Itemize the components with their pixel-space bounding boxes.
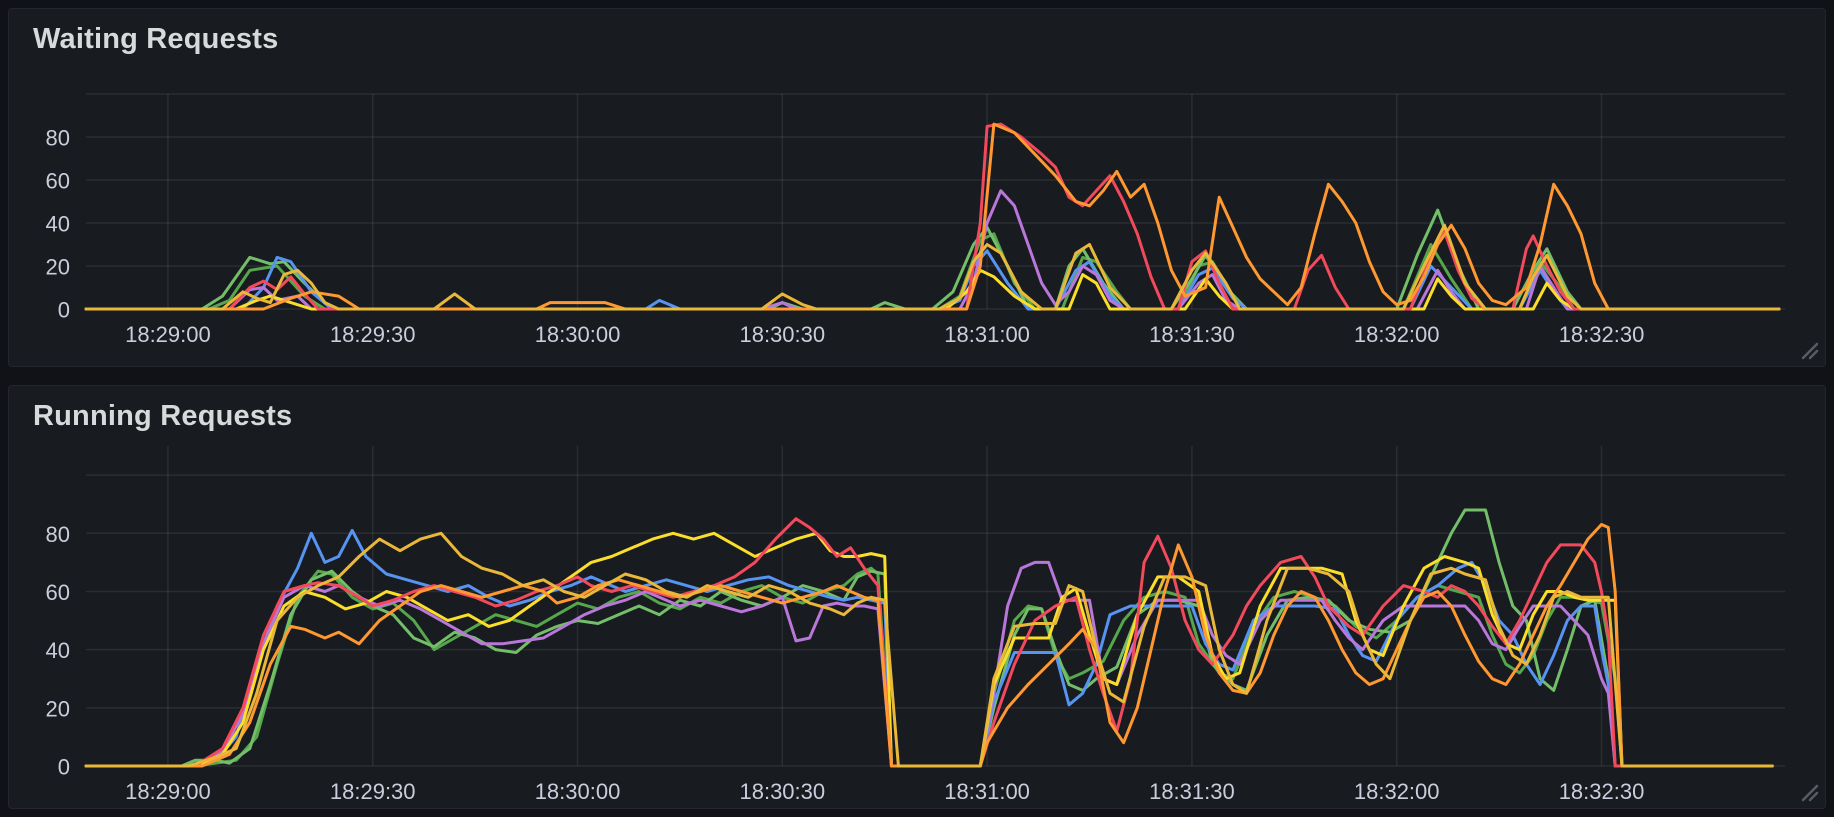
y-tick-label: 40 <box>46 638 70 663</box>
waiting-requests-chart[interactable]: 0 20 40 60 80 18:29:00 18:29:30 18:30:00 18:30:3… <box>9 9 1825 366</box>
x-tick-label: 18:29:00 <box>125 779 211 804</box>
y-tick-label: 20 <box>46 255 70 280</box>
panel-title-waiting-requests[interactable]: Waiting Requests <box>33 23 279 55</box>
series-line-orange <box>84 122 1781 311</box>
x-tick-label: 18:31:30 <box>1149 322 1235 347</box>
series-line-gold <box>84 223 1781 311</box>
series-line-red <box>84 122 1781 311</box>
x-tick-label: 18:31:00 <box>944 322 1030 347</box>
x-tick-label: 18:29:30 <box>330 322 416 347</box>
x-tick-label: 18:31:30 <box>1149 779 1235 804</box>
x-tick-label: 18:30:30 <box>739 322 825 347</box>
panel-title-running-requests[interactable]: Running Requests <box>33 400 293 432</box>
series-line-purple <box>84 560 1774 768</box>
x-tick-label: 18:32:00 <box>1354 779 1440 804</box>
x-tick-label: 18:32:30 <box>1559 322 1645 347</box>
y-tick-label: 60 <box>46 169 70 194</box>
y-tick-label: 40 <box>46 212 70 237</box>
panel-running-requests: Running Requests 0 20 40 60 80 18:29:00 18:29:… <box>8 385 1826 809</box>
y-tick-label: 20 <box>46 696 70 721</box>
y-tick-label: 0 <box>58 755 70 780</box>
x-tick-label: 18:30:30 <box>739 779 825 804</box>
series-line-yellow <box>84 531 1774 768</box>
x-tick-label: 18:32:30 <box>1559 779 1645 804</box>
series-line-gold <box>84 531 1774 768</box>
y-tick-label: 80 <box>46 522 70 547</box>
x-tick-label: 18:31:00 <box>944 779 1030 804</box>
series-line-orange <box>84 523 1774 768</box>
series-line-red <box>84 517 1774 768</box>
x-tick-label: 18:29:30 <box>330 779 416 804</box>
panel-resize-handle[interactable] <box>1797 338 1819 360</box>
x-tick-label: 18:30:00 <box>535 779 621 804</box>
x-tick-label: 18:29:00 <box>125 322 211 347</box>
x-tick-label: 18:32:00 <box>1354 322 1440 347</box>
x-tick-label: 18:30:00 <box>535 322 621 347</box>
series-line-blue <box>84 528 1774 768</box>
y-tick-label: 0 <box>58 298 70 323</box>
running-requests-chart[interactable]: 0 20 40 60 80 18:29:00 18:29:30 18:30:00 18:30:3… <box>9 386 1825 808</box>
y-tick-label: 80 <box>46 126 70 151</box>
y-tick-label: 60 <box>46 580 70 605</box>
panel-resize-handle[interactable] <box>1797 780 1819 802</box>
series-line-green <box>84 508 1774 768</box>
panel-waiting-requests: Waiting Requests 0 20 40 60 80 18:29:00 18:29:… <box>8 8 1826 367</box>
